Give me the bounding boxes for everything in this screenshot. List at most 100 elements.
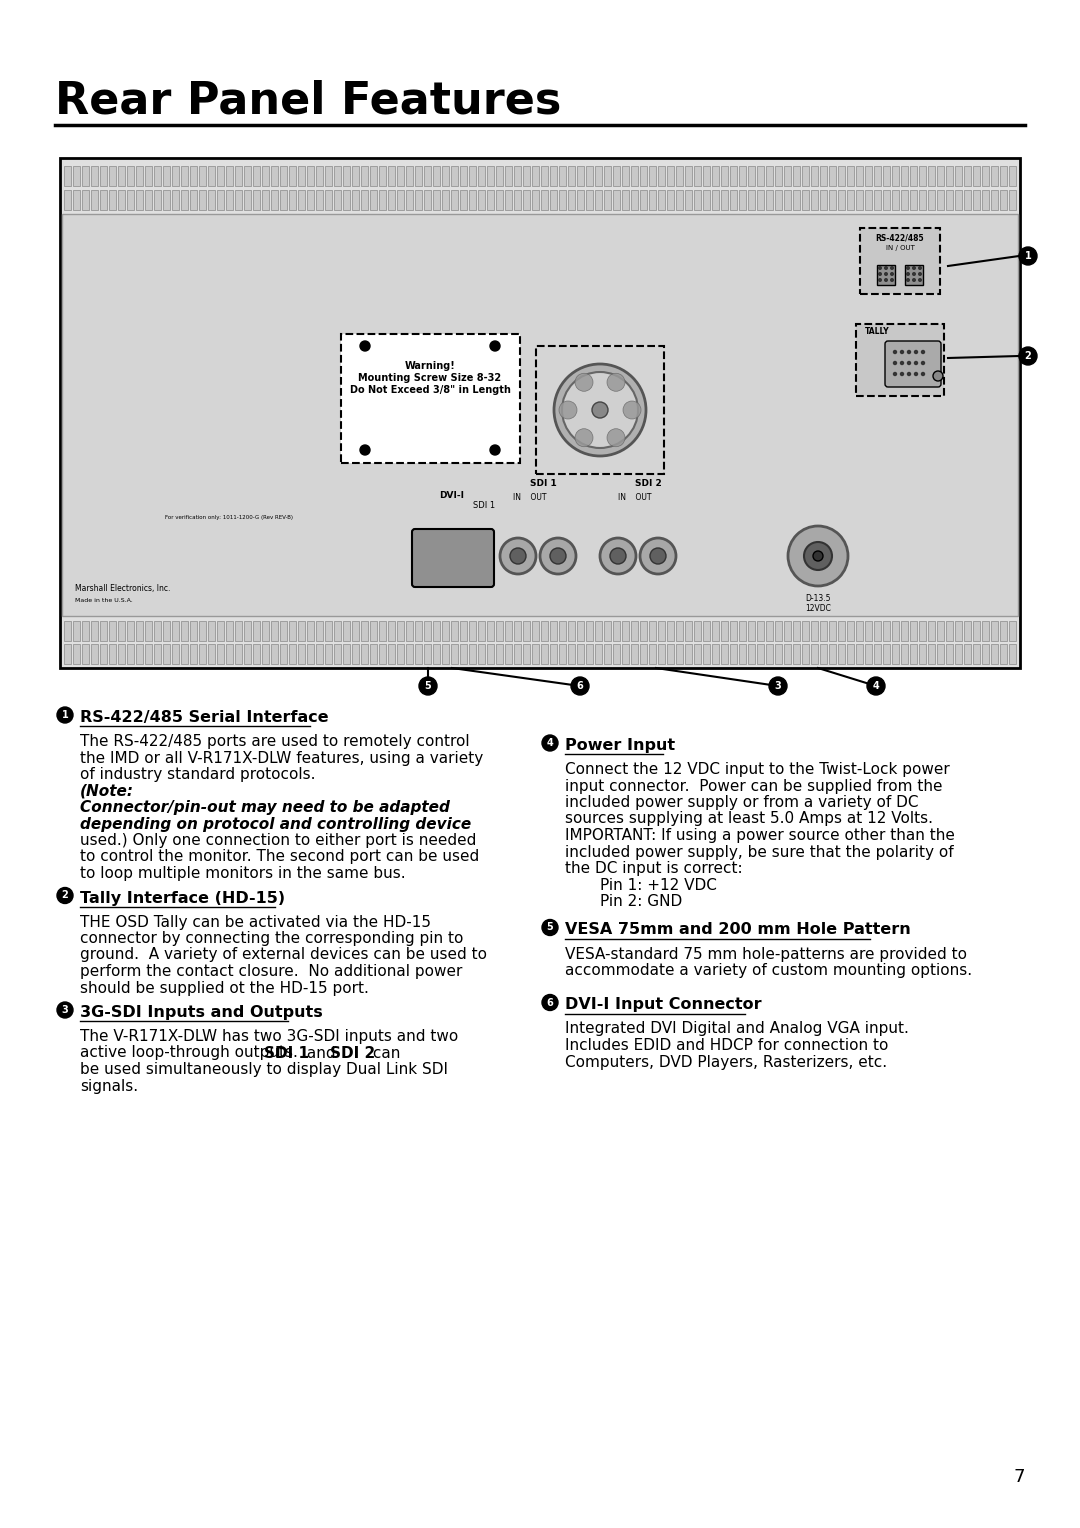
Bar	[361, 643, 368, 665]
Circle shape	[921, 350, 924, 353]
Bar	[793, 189, 800, 209]
Bar	[919, 189, 926, 209]
Bar	[235, 620, 242, 642]
Bar	[865, 189, 872, 209]
Bar	[667, 189, 674, 209]
Bar	[649, 167, 656, 186]
Text: VESA 75mm and 200 mm Hole Pattern: VESA 75mm and 200 mm Hole Pattern	[565, 923, 910, 938]
Circle shape	[57, 707, 73, 723]
Bar	[109, 620, 116, 642]
Bar	[451, 620, 458, 642]
Bar	[892, 189, 899, 209]
Bar	[325, 189, 332, 209]
Bar	[586, 620, 593, 642]
Bar	[802, 643, 809, 665]
Circle shape	[891, 267, 893, 269]
Bar	[469, 643, 476, 665]
Bar	[811, 167, 818, 186]
Bar	[280, 189, 287, 209]
Bar	[820, 167, 827, 186]
Bar	[973, 167, 980, 186]
Circle shape	[915, 350, 918, 353]
Bar	[208, 189, 215, 209]
Bar	[379, 167, 386, 186]
Bar	[505, 643, 512, 665]
Text: 3: 3	[774, 681, 781, 691]
Bar	[244, 167, 251, 186]
Circle shape	[550, 549, 566, 564]
Bar	[856, 167, 863, 186]
Text: perform the contact closure.  No additional power: perform the contact closure. No addition…	[80, 964, 462, 979]
Bar	[550, 643, 557, 665]
Text: SDI 1: SDI 1	[264, 1045, 309, 1060]
Bar	[244, 189, 251, 209]
Bar	[820, 620, 827, 642]
Circle shape	[893, 362, 896, 365]
Bar	[82, 620, 89, 642]
Bar	[784, 189, 791, 209]
Bar	[877, 264, 895, 286]
Text: of industry standard protocols.: of industry standard protocols.	[80, 767, 321, 782]
Bar	[694, 643, 701, 665]
Bar	[604, 620, 611, 642]
Bar	[919, 167, 926, 186]
Bar	[298, 643, 305, 665]
Text: Tally Interface (HD-15): Tally Interface (HD-15)	[80, 891, 285, 906]
Bar	[199, 189, 206, 209]
Bar	[568, 167, 575, 186]
Bar	[271, 620, 278, 642]
Bar	[190, 620, 197, 642]
Bar	[307, 167, 314, 186]
Bar	[694, 189, 701, 209]
Bar	[280, 643, 287, 665]
Circle shape	[542, 995, 558, 1010]
Bar	[757, 167, 764, 186]
Bar	[442, 620, 449, 642]
Bar	[91, 167, 98, 186]
Bar	[577, 167, 584, 186]
Bar	[820, 189, 827, 209]
Bar	[415, 167, 422, 186]
Text: 1: 1	[62, 711, 68, 720]
Circle shape	[907, 272, 909, 275]
Bar	[973, 643, 980, 665]
Bar	[712, 167, 719, 186]
Bar	[514, 167, 521, 186]
Bar	[955, 620, 962, 642]
Bar	[451, 643, 458, 665]
Bar	[478, 167, 485, 186]
Circle shape	[559, 400, 577, 419]
Bar	[982, 643, 989, 665]
Text: 1: 1	[1025, 251, 1031, 261]
Bar	[658, 167, 665, 186]
Text: depending on protocol and controlling device: depending on protocol and controlling de…	[80, 816, 471, 831]
Circle shape	[879, 272, 881, 275]
Bar	[541, 620, 548, 642]
Bar	[226, 189, 233, 209]
Bar	[352, 643, 359, 665]
Bar	[838, 189, 845, 209]
Circle shape	[885, 272, 888, 275]
Bar	[388, 620, 395, 642]
Bar	[505, 620, 512, 642]
Bar	[883, 643, 890, 665]
Bar	[1009, 643, 1016, 665]
Bar	[955, 643, 962, 665]
Bar	[424, 167, 431, 186]
Circle shape	[510, 549, 526, 564]
Bar	[784, 167, 791, 186]
Circle shape	[813, 552, 823, 561]
Bar	[154, 620, 161, 642]
Bar	[100, 620, 107, 642]
Text: 2: 2	[1025, 351, 1031, 361]
Bar	[136, 643, 143, 665]
Bar	[298, 167, 305, 186]
FancyBboxPatch shape	[860, 228, 940, 293]
Bar	[811, 643, 818, 665]
Bar	[883, 167, 890, 186]
Bar	[163, 620, 170, 642]
Circle shape	[57, 1002, 73, 1018]
Bar	[757, 643, 764, 665]
Text: Pin 1: +12 VDC: Pin 1: +12 VDC	[600, 877, 717, 892]
Circle shape	[879, 278, 881, 281]
